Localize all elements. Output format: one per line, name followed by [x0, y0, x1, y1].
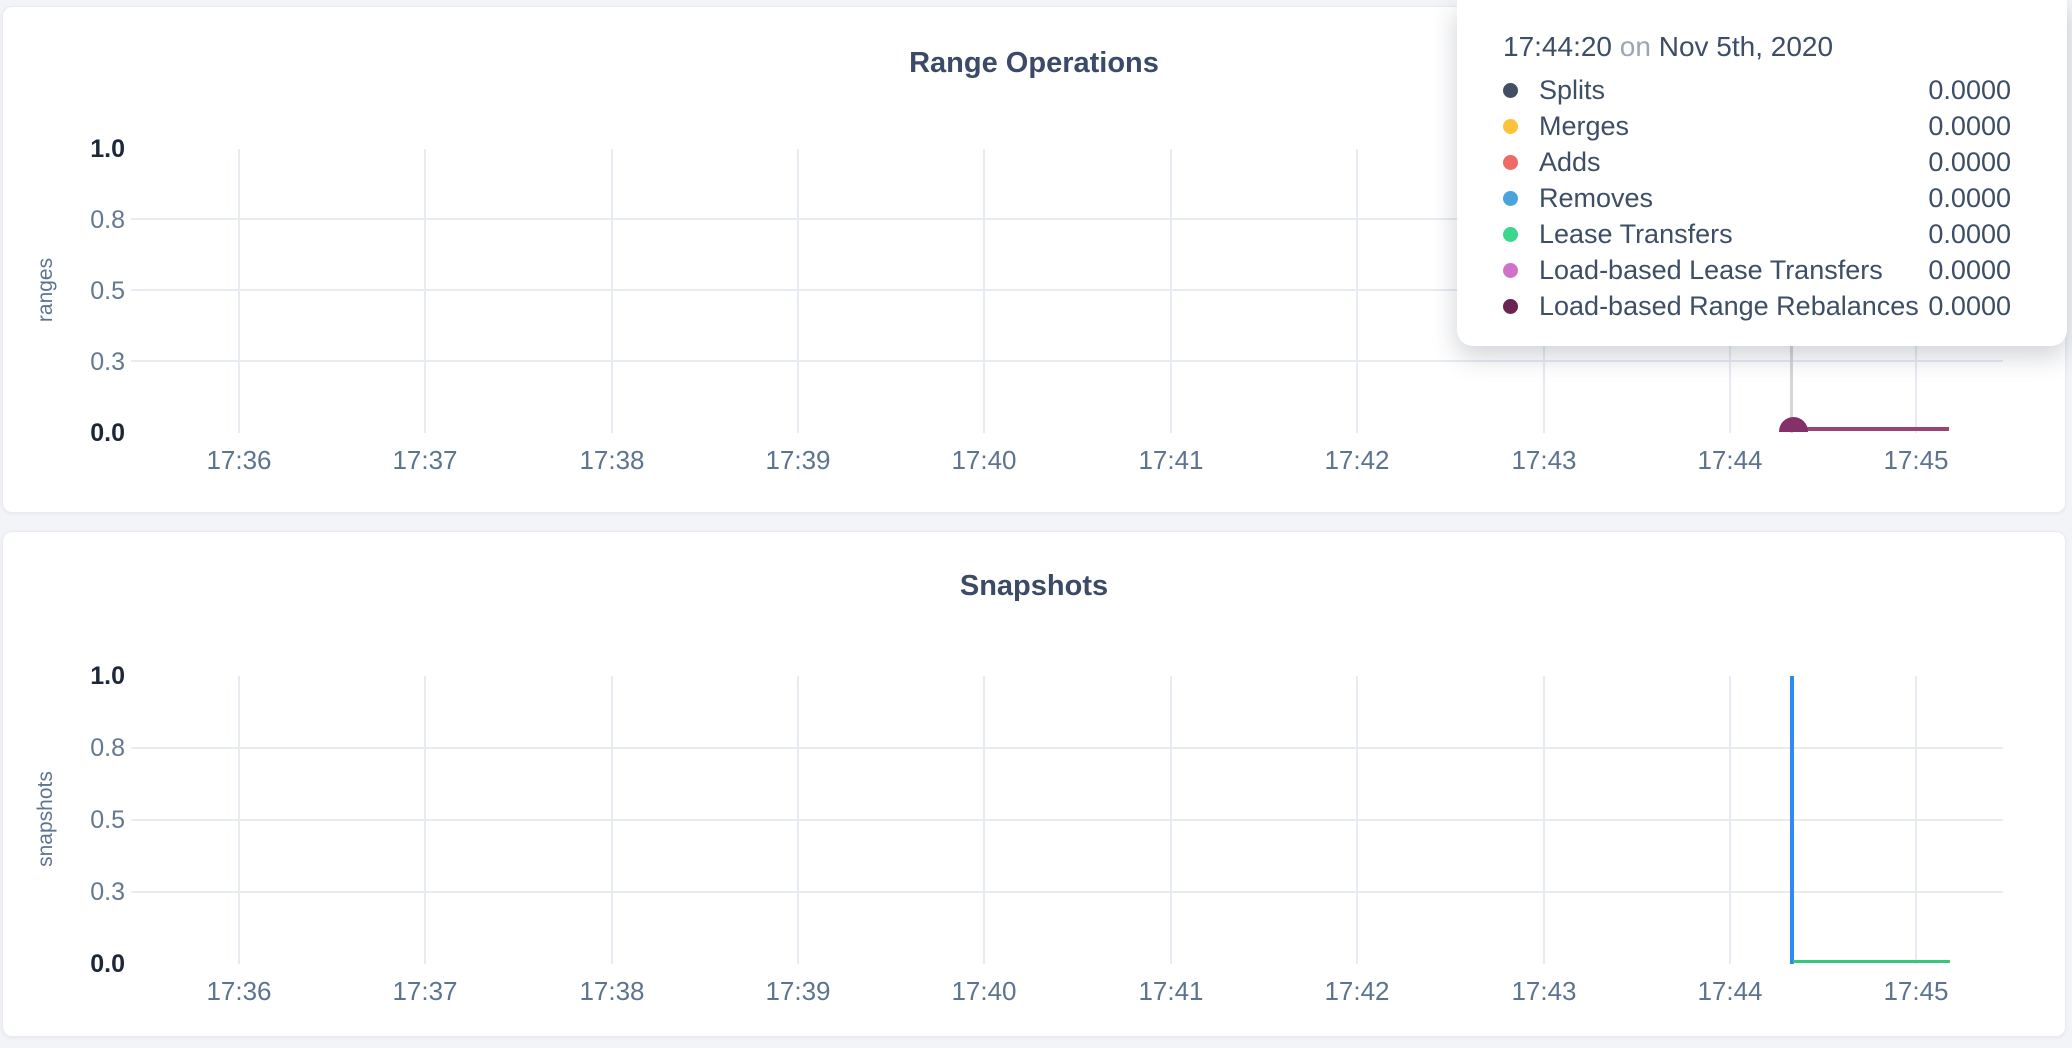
x-tick: 17:42 — [1324, 976, 1390, 1006]
load-based-range-rebalances-series-line — [1793, 427, 1949, 431]
x-tick: 17:42 — [1324, 445, 1390, 475]
v-gridline — [1915, 676, 1917, 964]
y-tick: 0.0 — [90, 419, 125, 447]
tooltip-date: Nov 5th, 2020 — [1658, 31, 1834, 62]
x-tick: 17:38 — [579, 976, 645, 1006]
y-tick: 1.0 — [90, 662, 125, 690]
series-color-dot — [1503, 82, 1518, 98]
x-tick: 17:44 — [1697, 445, 1763, 475]
snapshots-plot-area[interactable] — [131, 676, 2005, 964]
x-tick: 17:38 — [579, 445, 645, 475]
x-tick: 17:39 — [765, 445, 831, 475]
legend-row-lease-transfers: Lease Transfers 0.0000 — [1503, 216, 2011, 252]
h-gridline — [131, 747, 2003, 749]
hover-point-marker — [1779, 417, 1808, 432]
series-label: Merges — [1539, 110, 1630, 141]
v-gridline — [1356, 149, 1358, 433]
series-label: Adds — [1539, 146, 1601, 177]
chart-title-snapshots: Snapshots — [959, 570, 1109, 602]
x-tick: 17:45 — [1883, 976, 1949, 1006]
x-tick: 17:40 — [951, 445, 1017, 475]
h-gridline — [131, 891, 2003, 893]
y-tick: 0.5 — [90, 277, 125, 305]
h-gridline — [131, 360, 2003, 362]
snapshot-spike-series-line — [1790, 676, 1794, 964]
x-tick: 17:39 — [765, 976, 831, 1006]
snapshots-chart-card: Snapshots snapshots 1.0 0.8 0.5 0.3 0.0 … — [2, 531, 2066, 1037]
v-gridline — [983, 149, 985, 433]
h-gridline — [131, 218, 2003, 220]
y-tick: 1.0 — [90, 135, 125, 163]
series-label: Load-based Lease Transfers — [1539, 254, 1883, 285]
legend-row-merges: Merges 0.0000 — [1503, 108, 2011, 144]
v-gridline — [1170, 676, 1172, 964]
x-tick: 17:44 — [1697, 976, 1763, 1006]
tooltip-timestamp: 17:44:20 on Nov 5th, 2020 — [1503, 28, 2011, 66]
series-label: Load-based Range Rebalances — [1539, 290, 1919, 321]
series-value: 0.0000 — [1928, 110, 2011, 141]
legend-row-load-based-lease-transfers: Load-based Lease Transfers 0.0000 — [1503, 252, 2011, 288]
y-tick: 0.3 — [90, 878, 125, 906]
h-gridline — [131, 819, 2003, 821]
y-tick: 0.5 — [90, 806, 125, 834]
series-color-dot — [1503, 154, 1518, 170]
series-label: Splits — [1539, 74, 1606, 105]
series-value: 0.0000 — [1928, 146, 2011, 177]
y-tick: 0.3 — [90, 348, 125, 376]
v-gridline — [611, 676, 613, 964]
snapshot-flat-series-line — [1793, 960, 1950, 963]
y-tick: 0.8 — [90, 206, 125, 234]
v-gridline — [983, 676, 985, 964]
x-tick: 17:41 — [1138, 445, 1204, 475]
x-tick: 17:40 — [951, 976, 1017, 1006]
v-gridline — [238, 676, 240, 964]
x-tick: 17:36 — [206, 976, 272, 1006]
series-value: 0.0000 — [1928, 74, 2011, 105]
series-label: Lease Transfers — [1539, 218, 1733, 249]
x-tick: 17:45 — [1883, 445, 1949, 475]
x-tick: 17:37 — [392, 445, 458, 475]
v-gridline — [797, 676, 799, 964]
chart-title-range-operations: Range Operations — [909, 47, 1159, 79]
v-gridline — [424, 676, 426, 964]
legend-row-splits: Splits 0.0000 — [1503, 72, 2011, 108]
series-value: 0.0000 — [1928, 290, 2011, 321]
v-gridline — [797, 149, 799, 433]
x-tick: 17:36 — [206, 445, 272, 475]
series-value: 0.0000 — [1928, 218, 2011, 249]
series-color-dot — [1503, 226, 1518, 242]
series-value: 0.0000 — [1928, 182, 2011, 213]
series-color-dot — [1503, 190, 1518, 206]
y-tick: 0.8 — [90, 734, 125, 762]
tooltip-time: 17:44:20 — [1503, 31, 1612, 62]
v-gridline — [1729, 676, 1731, 964]
x-tick: 17:43 — [1511, 445, 1577, 475]
series-label: Removes — [1539, 182, 1654, 213]
legend-row-adds: Adds 0.0000 — [1503, 144, 2011, 180]
v-gridline — [1543, 676, 1545, 964]
y-tick: 0.0 — [90, 950, 125, 978]
x-tick: 17:37 — [392, 976, 458, 1006]
v-gridline — [1170, 149, 1172, 433]
v-gridline — [611, 149, 613, 433]
chart-hover-tooltip: 17:44:20 on Nov 5th, 2020 Splits 0.0000 … — [1457, 0, 2067, 346]
v-gridline — [424, 149, 426, 433]
x-tick: 17:43 — [1511, 976, 1577, 1006]
series-color-dot — [1503, 118, 1518, 134]
legend-row-load-based-range-rebalances: Load-based Range Rebalances 0.0000 — [1503, 288, 2011, 324]
v-gridline — [238, 149, 240, 433]
series-color-dot — [1503, 262, 1518, 278]
h-gridline — [131, 289, 2003, 291]
tooltip-legend: Splits 0.0000 Merges 0.0000 Adds 0.0000 … — [1503, 72, 2011, 324]
series-color-dot — [1503, 298, 1518, 314]
tooltip-connector: on — [1619, 31, 1651, 62]
series-value: 0.0000 — [1928, 254, 2011, 285]
legend-row-removes: Removes 0.0000 — [1503, 180, 2011, 216]
x-tick: 17:41 — [1138, 976, 1204, 1006]
v-gridline — [1356, 676, 1358, 964]
